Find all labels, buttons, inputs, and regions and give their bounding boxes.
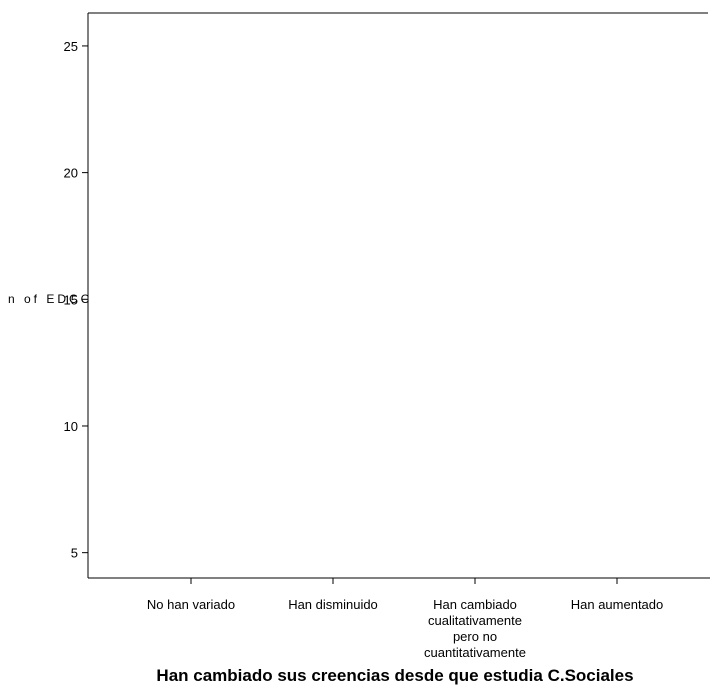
x-tick-label: No han variado xyxy=(147,597,235,612)
x-ticks: No han variado Han disminuido Han cambiado… xyxy=(147,578,663,660)
y-axis-label: n of EDCC xyxy=(8,292,92,306)
x-tick-label: Han cambiado cualitativamente pero no cuant… xyxy=(424,597,526,660)
x-tick-label: Han disminuido xyxy=(288,597,378,612)
x-tick-label-line: cuantitativamente xyxy=(424,645,526,660)
x-tick-label-line: Han disminuido xyxy=(288,597,378,612)
axes xyxy=(87,12,710,579)
x-tick-label-line: Han cambiado xyxy=(433,597,517,612)
y-tick-label: 20 xyxy=(64,166,78,181)
x-tick-label-line: pero no xyxy=(453,629,497,644)
y-tick-label: 15 xyxy=(64,292,78,307)
y-tick-label: 25 xyxy=(64,39,78,54)
y-tick-label: 5 xyxy=(71,546,78,561)
x-tick-label-line: No han variado xyxy=(147,597,235,612)
x-tick-label: Han aumentado xyxy=(571,597,664,612)
x-tick-label-line: Han aumentado xyxy=(571,597,664,612)
x-tick-label-line: cualitativamente xyxy=(428,613,522,628)
y-ticks: 5 10 15 20 25 xyxy=(64,39,88,561)
y-tick-label: 10 xyxy=(64,419,78,434)
x-axis-label: Han cambiado sus creencias desde que est… xyxy=(156,666,633,685)
